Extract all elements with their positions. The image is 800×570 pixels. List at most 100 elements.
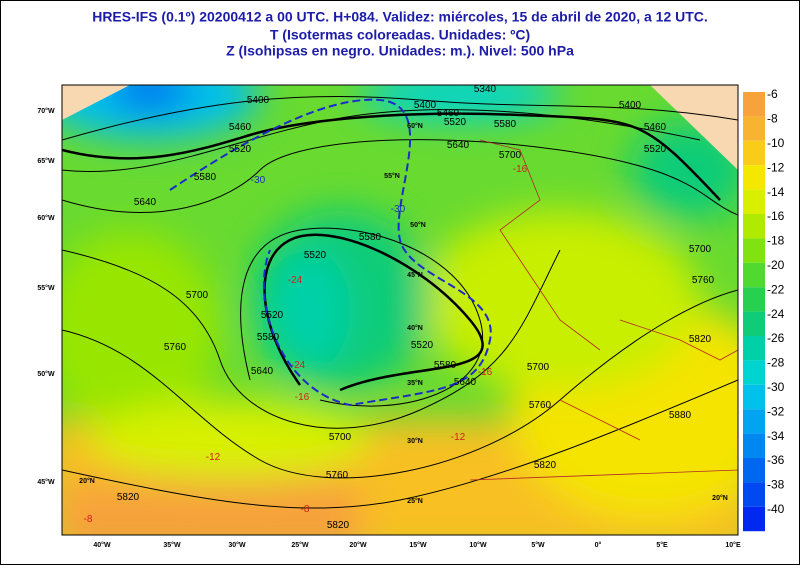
map-border (61, 84, 739, 536)
grid-label: 55°N (384, 172, 400, 180)
lat-label: 45°W (37, 478, 55, 486)
contour-label: 5640 (134, 197, 157, 208)
contour-label: 5700 (527, 362, 550, 373)
contour-label: 5580 (434, 360, 457, 371)
colorbar-label: -22 (767, 282, 785, 296)
colorbar-label: -16 (767, 209, 785, 223)
colorbar-box (743, 384, 765, 410)
colorbar-box (743, 360, 765, 385)
colorbar-box (743, 409, 765, 434)
colorbar-label: -24 (767, 307, 785, 321)
grid-label: 20°N (79, 477, 95, 485)
contour-label: 5400 (247, 95, 270, 106)
contour-label: 5700 (329, 432, 352, 443)
contour-label: 5700 (499, 150, 522, 161)
lon-label: 30°W (228, 541, 246, 549)
lon-label: 35°W (163, 541, 181, 549)
contour-label: 5640 (447, 140, 470, 151)
lon-label: 0° (595, 541, 602, 549)
map (62, 85, 738, 535)
isotherm-label: -30 (251, 175, 266, 186)
title-line: HRES-IFS (0.1º) 20200412 a 00 UTC. H+084… (92, 9, 708, 25)
contour-label: 5460 (644, 122, 667, 133)
lat-label: 55°W (37, 284, 55, 292)
contour-label: 5760 (529, 400, 552, 411)
colorbar-box (743, 482, 765, 507)
lon-label: 10°E (725, 541, 741, 549)
colorbar-label: -36 (767, 453, 785, 467)
colorbar-box (743, 458, 765, 483)
colorbar-box (743, 506, 765, 532)
colorbar-label: -32 (767, 404, 785, 418)
title-line: Z (Isohipsas en negro. Unidades: m.). Ni… (226, 43, 574, 59)
colorbar-label: -40 (767, 502, 785, 516)
colorbar-box (743, 433, 765, 458)
contour-label: 5760 (692, 275, 715, 286)
contour-label: 5340 (474, 84, 497, 95)
contour-label: 5460 (437, 108, 460, 119)
contour-label: 5520 (411, 340, 434, 351)
lon-label: 15°W (409, 541, 427, 549)
colorbar-box (743, 214, 765, 239)
colorbar-label: -26 (767, 331, 785, 345)
isotherm-label: -8 (84, 514, 93, 525)
title-line: T (Isotermas coloreadas. Unidades: ºC) (270, 27, 530, 43)
contour-label: 5640 (454, 377, 477, 388)
contour-label: 5520 (644, 144, 667, 155)
colorbar-label: -10 (767, 136, 785, 150)
contour-label: 5760 (326, 470, 349, 481)
isotherm-label: -24 (291, 360, 306, 371)
lon-label: 5°E (656, 541, 668, 549)
grid-label: 50°N (410, 221, 426, 229)
contour-label: 5460 (229, 122, 252, 133)
grid-label: 25°N (407, 497, 423, 505)
contour-label: 5820 (689, 334, 712, 345)
colorbar-label: -12 (767, 160, 785, 174)
lat-label: 60°W (37, 214, 55, 222)
lon-label: 40°W (93, 541, 111, 549)
lon-label: 25°W (291, 541, 309, 549)
grid-label: 40°N (407, 324, 423, 332)
lon-label: 20°W (349, 541, 367, 549)
isotherm-label: -16 (295, 392, 310, 403)
colorbar-box (743, 311, 765, 336)
contour-label: 5580 (494, 119, 517, 130)
isotherm-label: -16 (513, 164, 528, 175)
contour-label: 5820 (327, 520, 350, 531)
isotherm-label: -16 (478, 367, 493, 378)
contour-label: 5820 (534, 460, 557, 471)
colorbar-box (743, 116, 765, 141)
colorbar-box (743, 189, 765, 214)
contour-label: 5520 (304, 250, 327, 261)
lat-label: 70°W (37, 107, 55, 115)
isotherm-label: -8 (301, 504, 310, 515)
isotherm-label: -12 (451, 432, 466, 443)
isotherm-label: -30 (391, 204, 406, 215)
grid-label: 60°N (407, 122, 423, 130)
contour-label: 5400 (619, 100, 642, 111)
colorbar-label: -20 (767, 258, 785, 272)
contour-label: 5400 (414, 100, 437, 111)
colorbar-label: -38 (767, 478, 785, 492)
colorbar-label: -14 (767, 185, 785, 199)
contour-label: 5520 (261, 310, 284, 321)
colorbar-label: -6 (767, 87, 778, 101)
lat-label: 65°W (37, 157, 55, 165)
colorbar-label: -28 (767, 356, 785, 370)
contour-label: 5580 (359, 232, 382, 243)
colorbar-box (743, 287, 765, 312)
contour-label: 5520 (229, 144, 252, 155)
colorbar-label: -30 (767, 380, 785, 394)
colorbar-label: -18 (767, 234, 785, 248)
contour-label: 5760 (164, 342, 187, 353)
lon-label: 10°W (469, 541, 487, 549)
grid-label: 35°N (407, 379, 423, 387)
contour-label: 5520 (444, 117, 467, 128)
contour-label: 5880 (669, 410, 692, 421)
colorbar-box (743, 92, 765, 117)
isotherm-label: -12 (206, 452, 221, 463)
lat-label: 50°W (37, 370, 55, 378)
colorbar-label: -34 (767, 429, 785, 443)
colorbar-label: -8 (767, 112, 778, 126)
